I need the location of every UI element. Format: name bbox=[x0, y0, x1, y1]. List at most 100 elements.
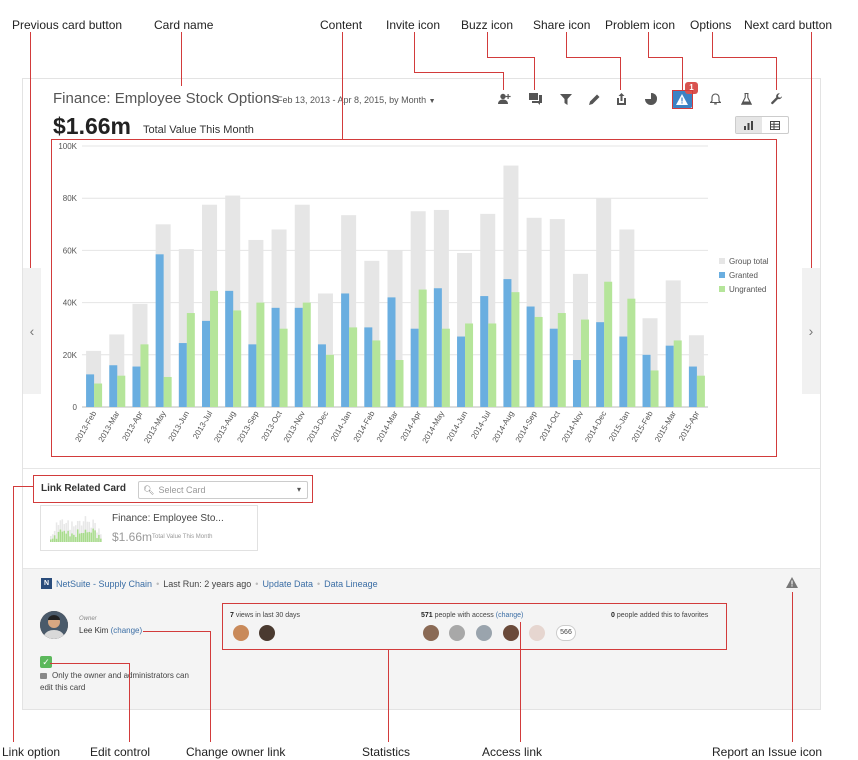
pencil-icon bbox=[588, 94, 599, 105]
thumbnail-bar-ungranted bbox=[94, 530, 96, 542]
update-data-link[interactable]: Update Data bbox=[262, 578, 313, 589]
legend-label: Granted bbox=[729, 271, 758, 280]
thumbnail-bar-total bbox=[50, 535, 52, 542]
filter-button[interactable] bbox=[556, 90, 576, 108]
alerts-button[interactable] bbox=[705, 90, 725, 108]
callout-statistics: Statistics bbox=[362, 745, 411, 759]
chart-view-button[interactable] bbox=[736, 117, 762, 133]
viewer-avatar[interactable] bbox=[259, 625, 275, 641]
viewer-avatar[interactable] bbox=[233, 625, 249, 641]
card-name[interactable]: Finance: Employee Stock Options bbox=[53, 90, 279, 107]
callout-access-link: Access link bbox=[482, 745, 543, 759]
edit-control-checkbox[interactable]: ✓ bbox=[40, 656, 52, 668]
thumbnail-bar-total bbox=[65, 522, 67, 542]
related-card-title: Finance: Employee Sto... bbox=[112, 513, 224, 524]
thumbnail-bar-ungranted bbox=[88, 531, 91, 542]
date-range-selector[interactable]: Feb 13, 2013 - Apr 8, 2015, by Month ▼ bbox=[277, 95, 436, 105]
leader-line bbox=[414, 32, 415, 72]
thumbnail-bar-ungranted bbox=[92, 528, 94, 542]
leader-line bbox=[388, 650, 389, 742]
thumbnail-bar-total bbox=[78, 520, 81, 542]
bar-granted bbox=[433, 288, 442, 407]
bar-ungranted bbox=[418, 289, 427, 407]
bar-granted bbox=[480, 296, 489, 407]
thumbnail-bar-ungranted bbox=[71, 533, 73, 542]
data-source-row: N NetSuite - Supply Chain • Last Run: 2 … bbox=[41, 578, 378, 589]
thumbnail-bar-ungranted bbox=[96, 538, 98, 542]
favorites-stat: 0 people added this to favorites bbox=[611, 612, 708, 619]
bar-ungranted bbox=[534, 316, 543, 407]
callout-invite-icon: Invite icon bbox=[386, 18, 441, 32]
next-card-button[interactable]: › bbox=[802, 268, 820, 394]
bar-granted bbox=[387, 297, 396, 407]
select-card-dropdown[interactable]: 🔍︎ Select Card ▾ bbox=[138, 481, 308, 499]
previous-card-button[interactable]: ‹ bbox=[23, 268, 41, 394]
bar-granted bbox=[619, 336, 628, 407]
views-count: 7 bbox=[230, 612, 234, 619]
access-avatar[interactable] bbox=[476, 625, 492, 641]
bar-granted bbox=[341, 293, 350, 407]
share-button[interactable] bbox=[611, 90, 631, 108]
bar-ungranted bbox=[604, 281, 613, 407]
chevron-left-icon: ‹ bbox=[29, 323, 35, 339]
leader-line bbox=[811, 32, 812, 268]
thumbnail-bar-ungranted bbox=[76, 529, 79, 542]
owner-name: Lee Kim bbox=[79, 626, 109, 635]
share-icon bbox=[616, 93, 626, 105]
bar-granted bbox=[410, 328, 419, 407]
change-owner-link[interactable]: (change) bbox=[110, 626, 143, 635]
access-text: people with access bbox=[434, 612, 494, 619]
bar-ungranted bbox=[210, 290, 219, 407]
buzz-button[interactable] bbox=[525, 90, 545, 108]
callout-share-icon: Share icon bbox=[533, 18, 591, 32]
leader-line bbox=[648, 32, 649, 57]
bar-granted bbox=[596, 322, 605, 407]
table-view-button[interactable] bbox=[762, 117, 788, 133]
bar-granted bbox=[688, 366, 697, 407]
leader-line bbox=[487, 32, 488, 57]
leader-line bbox=[792, 592, 793, 742]
thumbnail-bar-total bbox=[96, 532, 98, 542]
legend-label: Group total bbox=[729, 257, 769, 266]
bar-granted bbox=[572, 360, 581, 407]
section-divider bbox=[23, 468, 820, 469]
favorites-text: people added this to favorites bbox=[616, 612, 709, 619]
bar-ungranted bbox=[325, 354, 334, 407]
options-button[interactable] bbox=[767, 90, 787, 108]
access-change-link[interactable]: (change) bbox=[495, 612, 524, 619]
access-count: 571 bbox=[421, 612, 433, 619]
favorites-count: 0 bbox=[611, 612, 615, 619]
y-tick-label: 60K bbox=[63, 246, 78, 255]
access-avatar[interactable] bbox=[449, 625, 465, 641]
thumbnail-bar-ungranted bbox=[63, 530, 66, 542]
chart-type-button[interactable] bbox=[641, 90, 661, 108]
thumbnail-bar-ungranted bbox=[57, 531, 60, 542]
data-source-link[interactable]: NetSuite - Supply Chain bbox=[56, 578, 153, 589]
leader-line bbox=[566, 32, 567, 57]
thumbnail-bar-total bbox=[86, 521, 89, 542]
invite-button[interactable] bbox=[494, 90, 514, 108]
report-issue-icon[interactable] bbox=[786, 577, 798, 588]
thumbnail-bar-total bbox=[84, 516, 87, 542]
thumbnail-bar-total bbox=[51, 534, 54, 542]
callout-report-issue: Report an Issue icon bbox=[712, 745, 823, 759]
access-avatar[interactable] bbox=[529, 625, 545, 641]
bar-ungranted bbox=[441, 328, 450, 407]
bar-granted bbox=[526, 306, 535, 407]
problem-button[interactable] bbox=[672, 90, 692, 108]
owner-avatar[interactable] bbox=[40, 611, 68, 639]
access-avatar[interactable] bbox=[423, 625, 439, 641]
beast-mode-button[interactable] bbox=[736, 90, 756, 108]
edit-button[interactable] bbox=[584, 90, 604, 108]
search-icon: 🔍︎ bbox=[143, 484, 155, 495]
callout-buzz-icon: Buzz icon bbox=[461, 18, 514, 32]
callout-problem-icon: Problem icon bbox=[605, 18, 676, 32]
callout-edit-control: Edit control bbox=[90, 745, 151, 759]
thumbnail-bar-ungranted bbox=[100, 538, 102, 542]
access-avatar[interactable] bbox=[503, 625, 519, 641]
data-lineage-link[interactable]: Data Lineage bbox=[324, 578, 378, 589]
thumbnail-bar-total bbox=[69, 529, 71, 542]
more-users-count[interactable]: 566 bbox=[556, 625, 576, 641]
chevron-right-icon: › bbox=[808, 323, 814, 339]
y-tick-label: 80K bbox=[63, 194, 78, 203]
